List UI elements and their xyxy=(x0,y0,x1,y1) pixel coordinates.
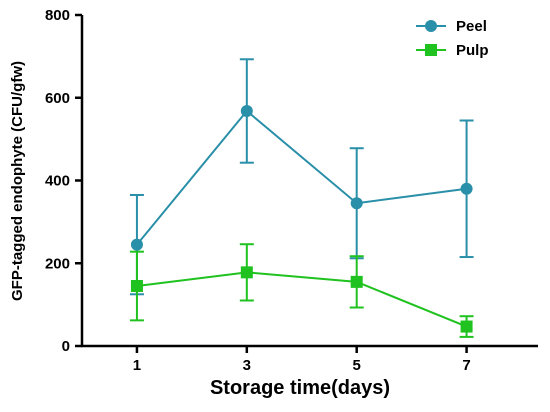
x-tick-label: 1 xyxy=(133,357,141,374)
x-axis-title: Storage time(days) xyxy=(210,377,390,399)
x-tick-label: 5 xyxy=(353,357,361,374)
y-tick-label: 800 xyxy=(45,7,70,24)
x-tick-label: 3 xyxy=(243,357,251,374)
y-axis-title: GFP-tagged endophyte (CFU/gfw) xyxy=(9,61,26,301)
pulp-point xyxy=(240,266,253,279)
peel-point xyxy=(130,238,143,251)
y-tick-label: 400 xyxy=(45,173,70,190)
pulp-point xyxy=(350,275,363,288)
y-tick-label: 0 xyxy=(62,338,70,355)
peel-line xyxy=(136,109,467,246)
series-markers xyxy=(130,104,473,333)
pulp-line xyxy=(136,271,467,328)
pulp-point xyxy=(460,320,473,333)
peel-point xyxy=(350,197,363,210)
y-tick-label: 600 xyxy=(45,90,70,107)
legend: Peel Pulp xyxy=(416,18,489,59)
axes: 0 200 400 600 800 1 3 5 7 xyxy=(45,7,538,374)
peel-point xyxy=(240,104,253,117)
pulp-point xyxy=(130,280,143,293)
peel-point xyxy=(460,182,473,195)
x-tick-label: 7 xyxy=(462,357,470,374)
legend-pulp-label: Pulp xyxy=(456,42,489,59)
series-lines xyxy=(136,109,467,328)
error-bars xyxy=(129,58,474,338)
legend-peel-label: Peel xyxy=(456,18,487,35)
y-tick-label: 200 xyxy=(45,255,70,272)
legend-peel-marker xyxy=(425,20,437,32)
legend-pulp-marker xyxy=(425,44,437,56)
